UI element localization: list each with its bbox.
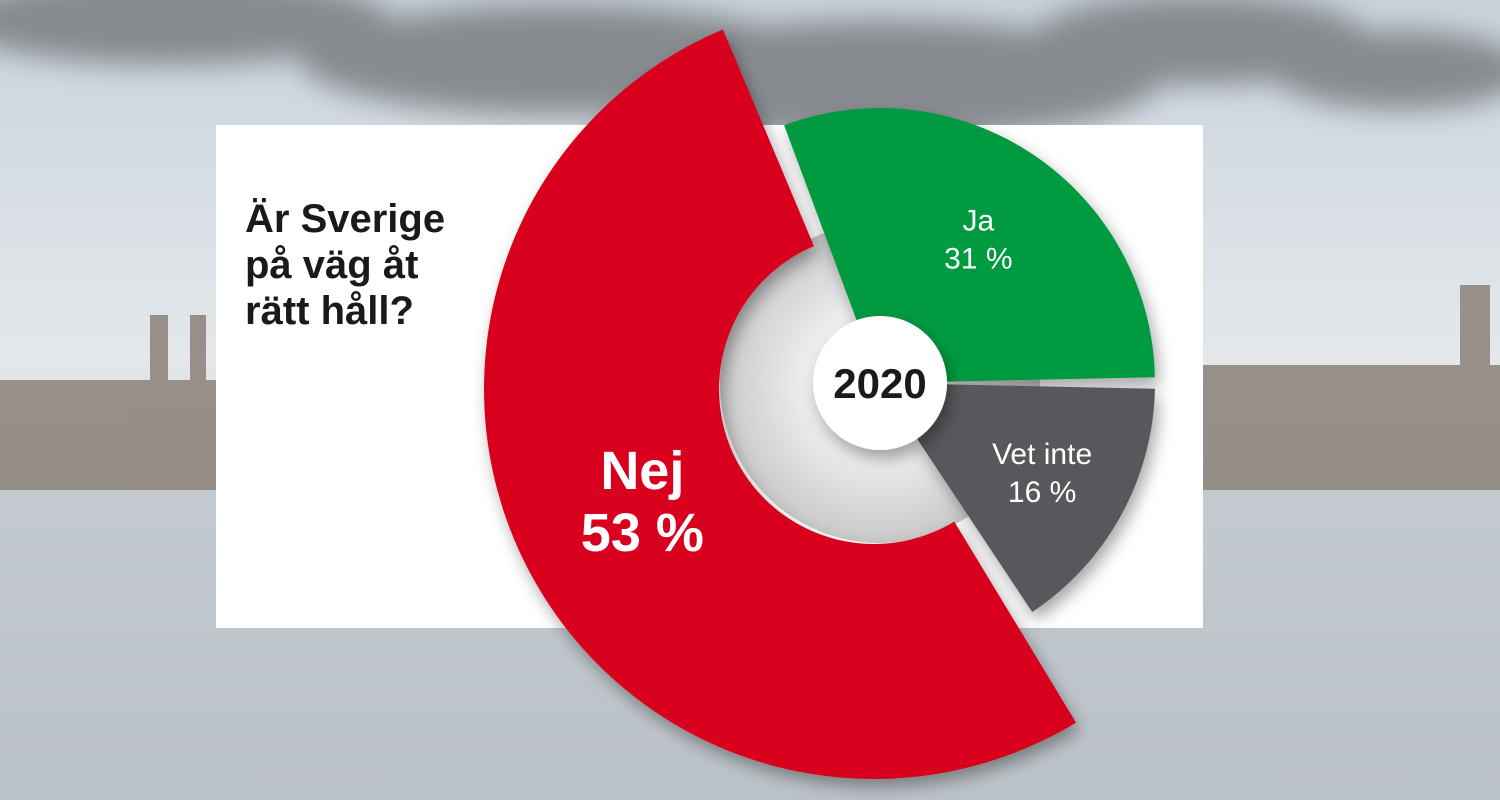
slice-group	[483, 29, 1077, 780]
center-label: 2020	[833, 360, 926, 407]
category-label: Vet inte	[992, 438, 1092, 471]
value-label: 53 %	[581, 503, 704, 563]
category-label: Nej	[600, 441, 684, 501]
slice	[784, 107, 1155, 382]
center-circle	[813, 316, 947, 450]
slice-group	[917, 384, 1155, 613]
chart-title: Är Sverige på väg åt rätt håll?	[245, 197, 445, 333]
slice	[483, 29, 1077, 780]
slice	[917, 384, 1155, 613]
value-label: 16 %	[1008, 476, 1076, 509]
category-label: Ja	[963, 204, 995, 237]
slice-group	[784, 107, 1155, 382]
value-label: 31 %	[944, 242, 1012, 275]
